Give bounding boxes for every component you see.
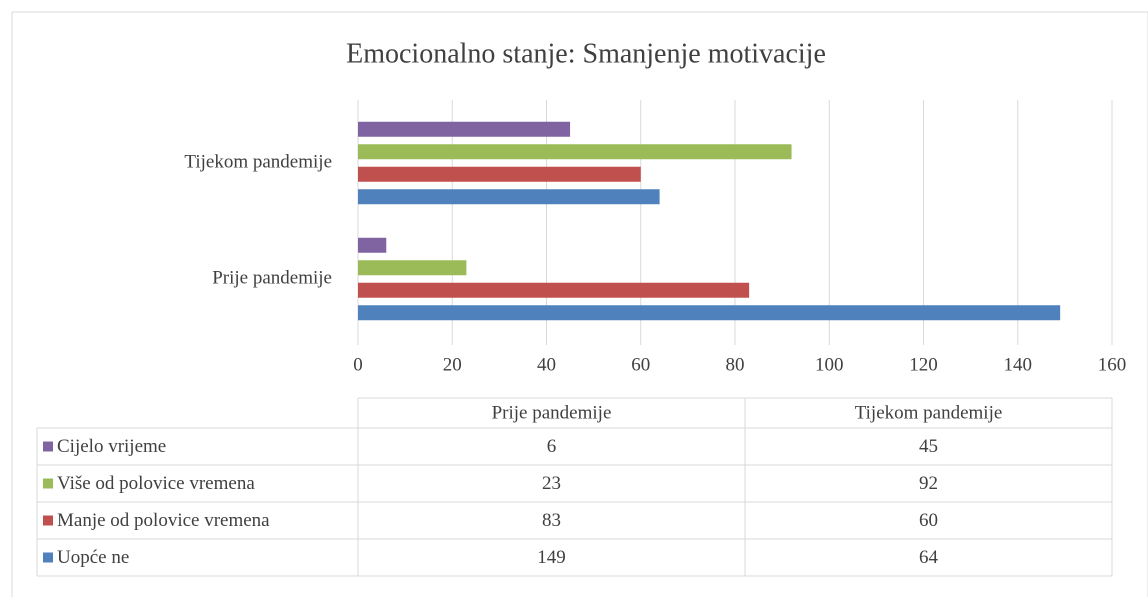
x-tick-label: 140 <box>1004 354 1033 375</box>
x-tick-label: 100 <box>815 354 844 375</box>
x-tick-label: 40 <box>537 354 556 375</box>
table-value: 23 <box>542 473 561 494</box>
bar <box>358 237 387 253</box>
legend-swatch <box>43 552 53 563</box>
table-value: 83 <box>542 510 561 531</box>
bar <box>358 189 660 205</box>
legend-label: Uopće ne <box>57 547 129 568</box>
table-value: 64 <box>919 547 939 568</box>
table-value: 149 <box>537 547 566 568</box>
table-value: 45 <box>919 436 938 457</box>
bar <box>358 260 467 276</box>
y-tick-label: Tijekom pandemije <box>184 151 332 172</box>
bar <box>358 144 792 160</box>
y-tick-label: Prije pandemije <box>212 267 332 288</box>
x-tick-label: 0 <box>353 354 363 375</box>
table-value: 60 <box>919 510 938 531</box>
legend-label: Manje od polovice vremena <box>57 510 270 531</box>
x-tick-label: 160 <box>1098 354 1127 375</box>
bar <box>358 121 571 137</box>
x-tick-label: 80 <box>726 354 745 375</box>
bar <box>358 166 641 182</box>
bar <box>358 305 1061 321</box>
x-tick-label: 120 <box>909 354 938 375</box>
legend-swatch <box>43 478 53 489</box>
x-tick-label: 60 <box>631 354 650 375</box>
x-tick-label: 20 <box>443 354 462 375</box>
table-header: Tijekom pandemije <box>855 402 1003 423</box>
chart-frame <box>11 11 1148 602</box>
legend-swatch <box>43 441 53 452</box>
legend-swatch <box>43 515 53 526</box>
legend-label: Više od polovice vremena <box>57 473 255 494</box>
table-value: 6 <box>547 436 557 457</box>
table-header: Prije pandemije <box>492 402 612 423</box>
legend-label: Cijelo vrijeme <box>57 436 166 457</box>
bar <box>358 282 750 298</box>
chart-title: Emocionalno stanje: Smanjenje motivacije <box>346 38 826 69</box>
table-value: 92 <box>919 473 938 494</box>
